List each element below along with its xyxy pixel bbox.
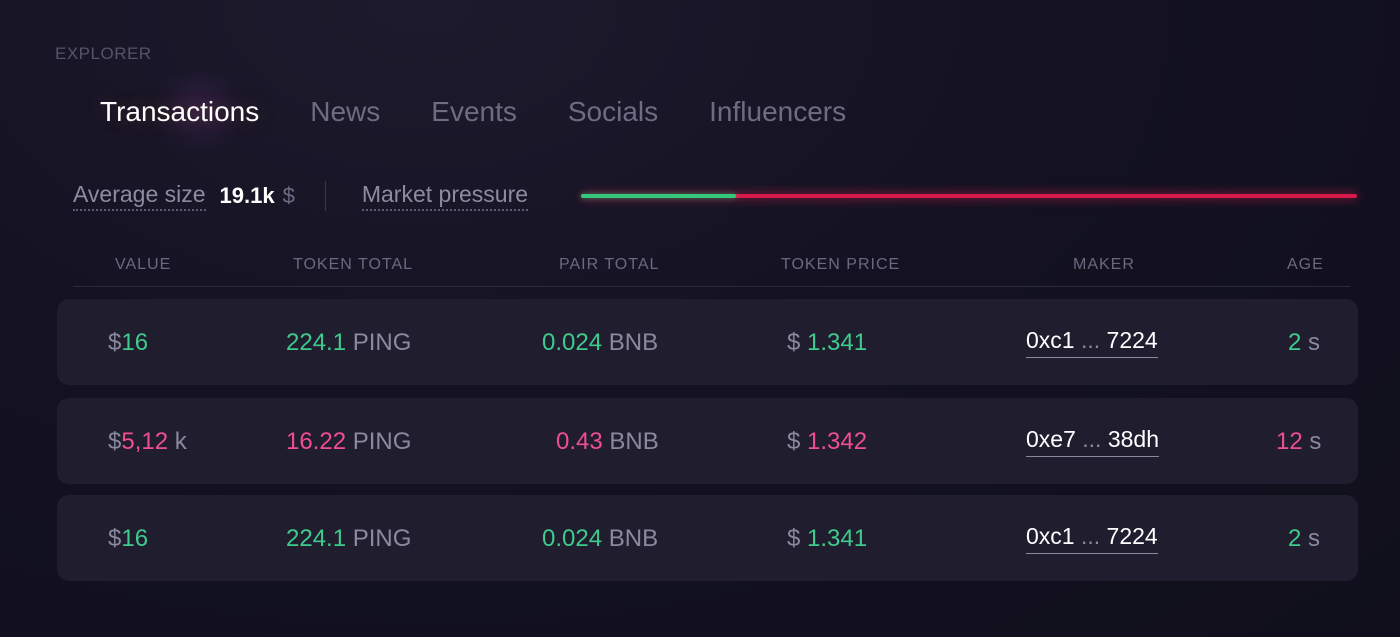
token-total-cell: 224.1 PING — [286, 329, 412, 356]
column-header-maker: MAKER — [1073, 256, 1135, 273]
age-cell: 2 s — [1288, 525, 1321, 552]
average-size-label[interactable]: Average size — [73, 181, 206, 211]
token-total-cell: 224.1 PING — [286, 525, 412, 552]
table-row[interactable]: $5,12 k 16.22 PING 0.43 BNB $ 1.342 0xe7… — [57, 398, 1358, 484]
maker-address-link[interactable]: 0xc1 ... 7224 — [1026, 523, 1158, 554]
column-header-token-total: TOKEN TOTAL — [293, 256, 414, 273]
age-cell: 12 s — [1276, 428, 1322, 455]
token-price-cell: $ 1.341 — [787, 329, 868, 356]
average-size-value: 19.1k — [219, 183, 275, 208]
table-header: VALUE TOKEN TOTAL PAIR TOTAL TOKEN PRICE… — [73, 252, 1350, 287]
stats-divider — [324, 181, 326, 211]
token-price-cell: $ 1.342 — [787, 428, 868, 455]
average-size-unit: $ — [282, 183, 295, 208]
tab-news[interactable]: News — [310, 96, 381, 127]
market-pressure-buy-fill — [581, 194, 737, 198]
table-row[interactable]: $16 224.1 PING 0.024 BNB $ 1.341 0xc1 ..… — [57, 495, 1358, 581]
section-label: EXPLORER — [55, 44, 152, 63]
token-total-cell: 16.22 PING — [286, 428, 412, 455]
column-header-value: VALUE — [115, 256, 172, 273]
table-row[interactable]: $16 224.1 PING 0.024 BNB $ 1.341 0xc1 ..… — [57, 299, 1358, 385]
tab-socials[interactable]: Socials — [567, 96, 659, 127]
market-pressure-bar — [581, 194, 1357, 198]
market-pressure-label[interactable]: Market pressure — [361, 181, 529, 211]
stats-bar: Average size 19.1k $ Market pressure — [73, 178, 1363, 214]
column-header-age: AGE — [1287, 256, 1324, 273]
tab-transactions[interactable]: Transactions — [100, 96, 260, 127]
value-cell: $16 — [108, 329, 149, 356]
column-header-pair-total: PAIR TOTAL — [559, 256, 660, 273]
token-price-cell: $ 1.341 — [787, 525, 868, 552]
tab-events[interactable]: Events — [431, 96, 517, 127]
maker-address-link[interactable]: 0xe7 ... 38dh — [1026, 426, 1159, 457]
tab-influencers[interactable]: Influencers — [709, 96, 847, 127]
value-cell: $16 — [108, 525, 149, 552]
pair-total-cell: 0.024 BNB — [542, 525, 659, 552]
pair-total-cell: 0.43 BNB — [556, 428, 659, 455]
pair-total-cell: 0.024 BNB — [542, 329, 659, 356]
maker-address-link[interactable]: 0xc1 ... 7224 — [1026, 327, 1158, 358]
age-cell: 2 s — [1288, 329, 1321, 356]
tab-bar: Transactions News Events Socials Influen… — [100, 96, 897, 128]
value-cell: $5,12 k — [108, 428, 187, 455]
column-header-token-price: TOKEN PRICE — [781, 256, 901, 273]
